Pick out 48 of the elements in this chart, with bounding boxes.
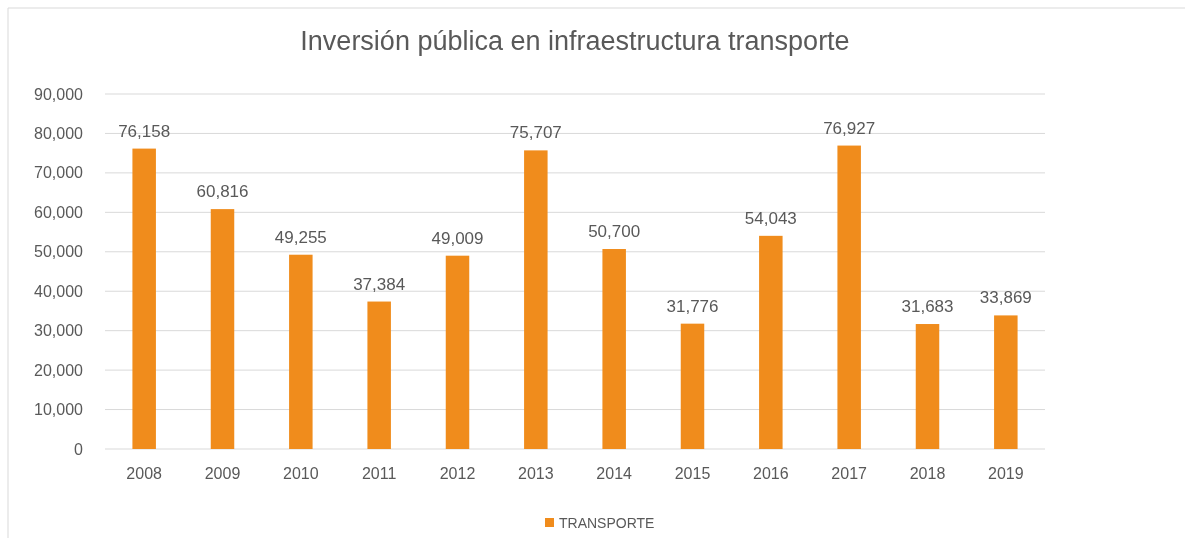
data-label: 76,158 [118,121,171,141]
y-tick-label: 0 [74,440,84,458]
data-label: 49,009 [431,228,484,248]
chart-title: Inversión pública en infraestructura transporte [300,26,850,56]
bar [524,150,548,449]
bar [367,301,391,449]
x-tick-label: 2011 [361,465,397,482]
x-tick-label: 2019 [988,465,1024,482]
data-label: 75,707 [509,123,562,143]
data-label: 54,043 [744,208,797,228]
data-label: 60,816 [196,182,249,202]
bar [289,254,313,449]
data-label: 31,683 [901,297,954,317]
data-label: 37,384 [353,274,406,294]
bar [445,255,470,449]
x-tick-label: 2017 [831,465,868,482]
x-tick-label: 2010 [283,465,319,482]
bar [915,324,940,449]
y-tick-label: 20,000 [34,361,84,379]
x-tick-label: 2014 [596,465,633,482]
data-label: 31,776 [666,296,719,316]
legend-label: TRANSPORTE [559,515,655,531]
data-label: 49,255 [274,227,327,247]
y-tick-label: 40,000 [34,282,84,300]
x-tick-label: 2016 [753,465,789,482]
x-tick-label: 2018 [909,465,946,482]
data-label: 50,700 [588,222,641,242]
bar [759,235,783,449]
y-tick-label: 10,000 [34,401,84,419]
y-tick-label: 80,000 [34,125,84,143]
bar [602,249,626,449]
bar [680,323,705,449]
bar [132,148,156,449]
x-tick-label: 2012 [439,465,476,482]
bar [210,209,235,449]
y-tick-label: 90,000 [34,85,84,103]
x-tick-label: 2015 [674,465,711,482]
data-label: 33,869 [979,288,1032,308]
bar [994,315,1018,449]
x-tick-label: 2008 [126,465,163,482]
bar [837,145,861,449]
x-tick-label: 2013 [518,465,554,482]
data-label: 76,927 [823,118,876,138]
x-tick-label: 2009 [204,465,241,482]
y-tick-label: 50,000 [34,243,84,261]
y-tick-label: 70,000 [34,164,84,182]
y-tick-label: 60,000 [34,203,84,221]
y-tick-label: 30,000 [34,322,84,340]
